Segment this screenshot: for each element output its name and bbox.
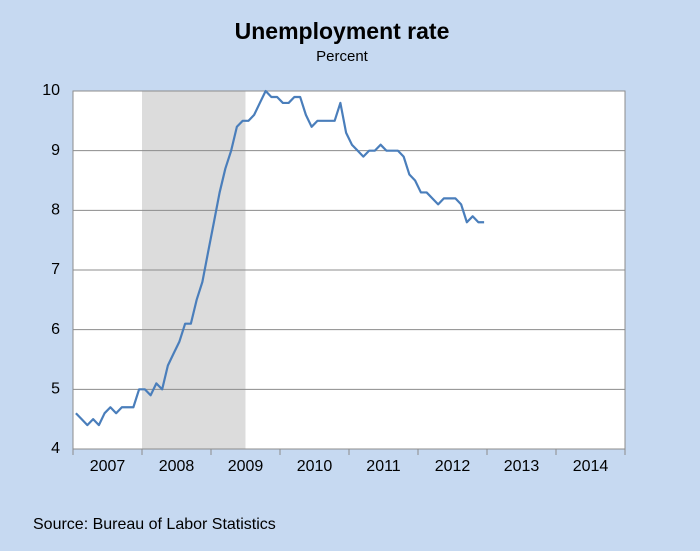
chart-subtitle: Percent	[316, 48, 369, 65]
x-tick-label: 2008	[159, 458, 195, 475]
x-tick-label: 2007	[90, 458, 126, 475]
y-tick-label: 6	[51, 321, 60, 338]
x-tick-label: 2009	[228, 458, 264, 475]
y-tick-label: 8	[51, 202, 60, 219]
y-tick-label: 9	[51, 142, 60, 159]
y-tick-label: 5	[51, 381, 60, 398]
x-tick-label: 2011	[366, 458, 401, 475]
x-tick-label: 2014	[573, 458, 609, 475]
x-tick-label: 2012	[435, 458, 471, 475]
y-tick-label: 7	[51, 261, 60, 278]
chart-title: Unemployment rate	[235, 18, 450, 44]
x-tick-label: 2013	[504, 458, 540, 475]
source-note: Source: Bureau of Labor Statistics	[33, 516, 276, 533]
x-tick-label: 2010	[297, 458, 333, 475]
y-tick-label: 4	[51, 440, 60, 457]
y-tick-label: 10	[42, 82, 60, 99]
data-line	[75, 89, 485, 427]
